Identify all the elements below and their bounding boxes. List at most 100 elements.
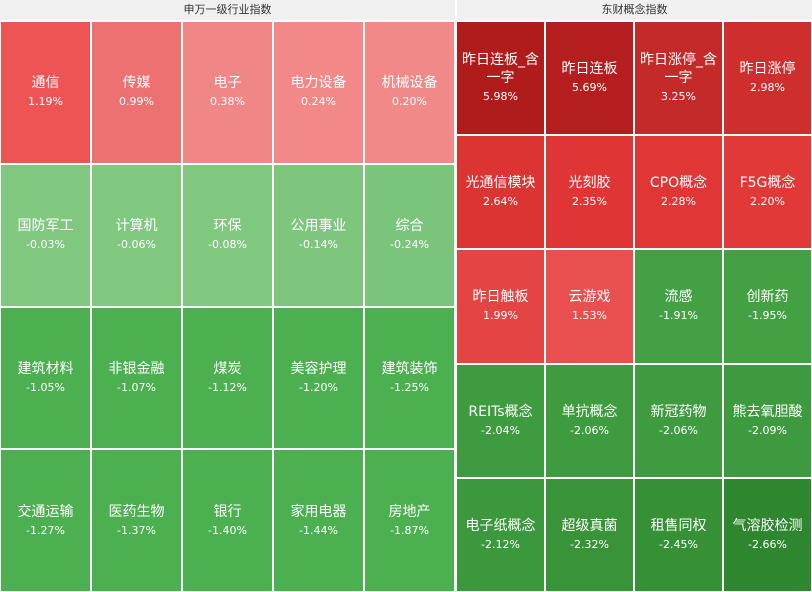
heatmap-tile[interactable]: 非银金融 -1.07% [92,307,181,449]
heatmap-tile[interactable]: 传媒 0.99% [92,22,181,163]
tile-name: 银行 [213,503,242,520]
tile-change: -0.03% [26,238,65,252]
tile-name: 电子纸概念 [465,517,536,534]
tile-change: 0.38% [210,95,245,109]
heatmap-tile[interactable]: 熊去氧胆酸 -2.09% [724,364,811,477]
tile-change: 3.25% [661,90,696,104]
heatmap-tile[interactable]: 云游戏 1.53% [546,250,633,363]
tile-change: 2.35% [572,195,607,209]
heatmap-tile[interactable]: 光刻胶 2.35% [546,136,633,249]
tile-name: F5G概念 [739,175,796,192]
tile-name: 云游戏 [568,289,611,306]
tile-change: -1.20% [299,380,338,394]
heatmap-tile[interactable]: 昨日涨停_含一字 3.25% [635,22,722,135]
heatmap-tile[interactable]: 租售同权 -2.45% [635,478,722,591]
tile-change: -2.06% [570,423,609,437]
tile-name: 超级真菌 [561,517,618,534]
heatmap-tile[interactable]: 昨日涨停 2.98% [724,22,811,135]
heatmap-tile[interactable]: 机械设备 0.20% [365,22,454,163]
heatmap-tile[interactable]: 交通运输 -1.27% [1,450,90,591]
heatmap-tile[interactable]: 计算机 -0.06% [92,164,181,306]
heatmap-tile[interactable]: 创新药 -1.95% [724,250,811,363]
heatmap-tile[interactable]: 电子 0.38% [183,22,272,163]
heatmap-tile[interactable]: 电力设备 0.24% [274,22,363,163]
tile-name: 电子 [213,75,242,92]
tile-name: 煤炭 [213,360,242,377]
tile-change: -1.37% [117,523,156,537]
tile-name: 单抗概念 [561,403,618,420]
heatmap-tile[interactable]: 银行 -1.40% [183,450,272,591]
tile-change: 2.64% [483,195,518,209]
tile-change: -1.27% [26,523,65,537]
tile-name: CPO概念 [649,175,708,192]
tile-name: 公用事业 [290,218,347,235]
heatmap-tile[interactable]: 电子纸概念 -2.12% [457,478,544,591]
heatmap-tile[interactable]: 建筑装饰 -1.25% [365,307,454,449]
tile-name: 通信 [31,75,60,92]
heatmap-tile[interactable]: 医药生物 -1.37% [92,450,181,591]
tile-change: 0.20% [392,95,427,109]
tile-change: -1.12% [208,380,247,394]
tile-change: -2.32% [570,537,609,551]
tile-name: 电力设备 [290,75,347,92]
tile-name: 综合 [395,218,424,235]
heatmap-tile[interactable]: 昨日触板 1.99% [457,250,544,363]
heatmap-tile[interactable]: 通信 1.19% [1,22,90,163]
heatmap-tile[interactable]: 房地产 -1.87% [365,450,454,591]
tile-change: 1.19% [28,95,63,109]
heatmap-tile[interactable]: 建筑材料 -1.05% [1,307,90,449]
tile-change: -2.06% [659,423,698,437]
tile-change: -2.09% [748,423,787,437]
tile-name: 医药生物 [108,503,165,520]
heatmap-tile[interactable]: 综合 -0.24% [365,164,454,306]
tile-name: 计算机 [115,218,158,235]
tile-name: 房地产 [388,503,431,520]
tile-change: -0.14% [299,238,338,252]
heatmap-tile[interactable]: CPO概念 2.28% [635,136,722,249]
heatmap-tile[interactable]: 新冠药物 -2.06% [635,364,722,477]
tile-change: 2.28% [661,195,696,209]
tile-change: -1.25% [390,380,429,394]
tile-change: -1.05% [26,380,65,394]
tile-change: -0.24% [390,238,429,252]
heatmap-tile[interactable]: REITs概念 -2.04% [457,364,544,477]
heatmap-tile[interactable]: 气溶胶检测 -2.66% [724,478,811,591]
tile-change: -1.87% [390,523,429,537]
heatmap-tile[interactable]: 家用电器 -1.44% [274,450,363,591]
tile-change: -1.91% [659,309,698,323]
heatmap-tile[interactable]: 环保 -0.08% [183,164,272,306]
tile-name: 昨日连板_含一字 [462,52,539,87]
heatmap-tile[interactable]: 昨日连板 5.69% [546,22,633,135]
tile-change: 5.69% [572,81,607,95]
tile-change: -1.95% [748,309,787,323]
tile-change: -2.45% [659,537,698,551]
tile-change: 5.98% [483,90,518,104]
tile-name: 建筑装饰 [381,360,438,377]
tile-name: 创新药 [746,289,789,306]
tile-change: 0.99% [119,95,154,109]
tile-name: 熊去氧胆酸 [732,403,803,420]
tile-change: 1.99% [483,309,518,323]
heatmap-tile[interactable]: 国防军工 -0.03% [1,164,90,306]
tile-name: 昨日触板 [472,289,529,306]
heatmap-tile[interactable]: 美容护理 -1.20% [274,307,363,449]
heatmap-tile[interactable]: 流感 -1.91% [635,250,722,363]
tile-change: 2.20% [750,195,785,209]
heatmap-tile[interactable]: 光通信模块 2.64% [457,136,544,249]
heatmap-tile[interactable]: 公用事业 -0.14% [274,164,363,306]
tile-name: 光通信模块 [465,175,536,192]
tile-name: 昨日涨停 [739,61,796,78]
heatmap-tile[interactable]: 昨日连板_含一字 5.98% [457,22,544,135]
tile-change: -2.66% [748,537,787,551]
tile-name: 家用电器 [290,503,347,520]
tile-name: 国防军工 [17,218,74,235]
heatmap-tile[interactable]: F5G概念 2.20% [724,136,811,249]
tile-name: 昨日连板 [561,61,618,78]
tile-name: 气溶胶检测 [732,517,803,534]
tile-change: -2.04% [481,423,520,437]
heatmap-tile[interactable]: 超级真菌 -2.32% [546,478,633,591]
heatmap-tile[interactable]: 煤炭 -1.12% [183,307,272,449]
tile-change: -2.12% [481,537,520,551]
heatmap-tile[interactable]: 单抗概念 -2.06% [546,364,633,477]
